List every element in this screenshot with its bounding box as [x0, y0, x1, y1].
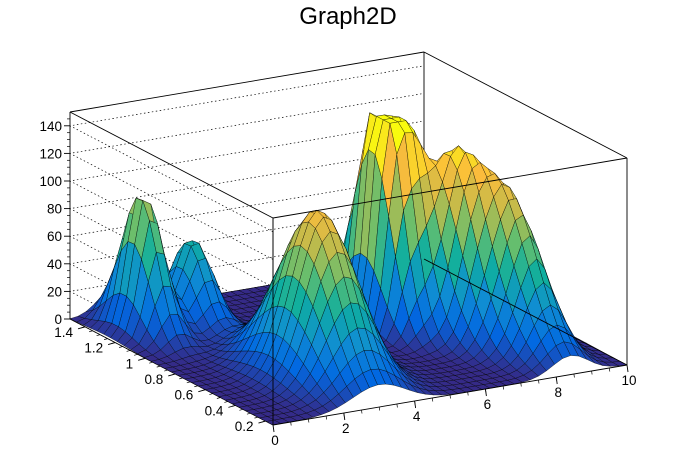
y-minor-tick	[88, 330, 93, 333]
y-tick-label: 0.6	[175, 388, 194, 403]
x-minor-tick	[396, 403, 398, 408]
x-minor-tick	[343, 412, 345, 417]
x-minor-tick	[520, 382, 522, 387]
x-tick-label: 0	[271, 433, 279, 448]
x-tick	[272, 424, 275, 433]
y-minor-tick	[141, 357, 146, 360]
chart-title: Graph2D	[299, 3, 396, 30]
z-axis: 0 20 40 60 80 100 120 140	[39, 118, 70, 327]
y-axis: 0.2 0.4 0.6 0.8 1 1.2 1.4	[54, 325, 266, 434]
y-minor-tick	[126, 350, 131, 352]
x-tick	[626, 364, 629, 373]
y-minor-tick	[186, 381, 191, 384]
y-tick-label: 0.4	[205, 403, 224, 418]
x-minor-tick	[502, 385, 504, 390]
y-minor-tick	[261, 420, 266, 423]
axis-box-edge	[272, 157, 628, 219]
z-tick-label: 140	[39, 119, 62, 134]
y-minor-tick	[119, 346, 123, 348]
y-minor-tick	[239, 408, 244, 411]
y-minor-tick	[179, 377, 183, 380]
x-minor-tick	[608, 367, 611, 372]
y-minor-tick	[81, 326, 86, 329]
z-tick-label: 40	[47, 257, 62, 272]
surface-mesh	[69, 112, 628, 426]
z-tick-label: 0	[54, 312, 62, 327]
x-minor-tick	[431, 397, 434, 402]
x-tick-label: 10	[621, 373, 636, 388]
x-tick-label: 6	[484, 397, 492, 412]
x-minor-tick	[555, 376, 558, 381]
y-minor-tick	[231, 405, 236, 407]
axis-box-edge	[69, 51, 425, 113]
y-tick-label: 1.4	[54, 325, 73, 340]
z-tick-label: 80	[47, 202, 62, 217]
axis-box-front	[272, 51, 628, 426]
x-tick-label: 4	[413, 409, 421, 424]
y-minor-tick	[96, 334, 101, 337]
y-minor-tick	[156, 365, 161, 368]
z-tick-label: 20	[47, 284, 62, 299]
z-tick-label: 120	[39, 146, 62, 161]
y-tick-label: 1	[126, 356, 134, 371]
x-minor-tick	[467, 391, 469, 396]
x-axis: 0 2 4 6 8 10	[271, 364, 637, 448]
axis-box-edge	[423, 51, 628, 159]
x-minor-tick	[361, 409, 363, 414]
x-minor-tick	[449, 394, 451, 399]
x-minor-tick	[378, 406, 381, 411]
z-tick-label: 100	[39, 174, 62, 189]
axis-box-edge	[69, 111, 274, 219]
x-minor-tick	[290, 421, 292, 426]
x-minor-tick	[591, 370, 593, 375]
x-minor-tick	[485, 388, 487, 393]
x-tick-label: 8	[554, 385, 562, 400]
y-minor-tick	[224, 401, 228, 403]
z-tick-label: 60	[47, 229, 62, 244]
x-minor-tick	[308, 418, 310, 423]
y-minor-tick	[194, 385, 198, 388]
y-tick-label: 0.2	[235, 419, 254, 434]
y-minor-tick	[171, 373, 176, 376]
y-minor-tick	[111, 342, 116, 344]
y-minor-tick	[164, 369, 168, 372]
x-minor-tick	[325, 415, 327, 420]
x-tick-label: 2	[342, 421, 350, 436]
y-minor-tick	[201, 389, 206, 392]
y-minor-tick	[149, 361, 153, 364]
y-minor-tick	[216, 397, 221, 399]
axis-box-edge	[423, 258, 628, 366]
x-minor-tick	[573, 373, 575, 378]
y-minor-tick	[134, 353, 138, 356]
x-minor-tick	[414, 400, 416, 405]
y-minor-tick	[246, 412, 251, 415]
y-tick-label: 1.2	[84, 341, 103, 356]
y-tick-label: 0.8	[144, 372, 163, 387]
x-minor-tick	[538, 379, 540, 384]
y-minor-tick	[254, 416, 259, 419]
y-minor-tick	[103, 338, 108, 340]
y-minor-tick	[209, 393, 213, 395]
